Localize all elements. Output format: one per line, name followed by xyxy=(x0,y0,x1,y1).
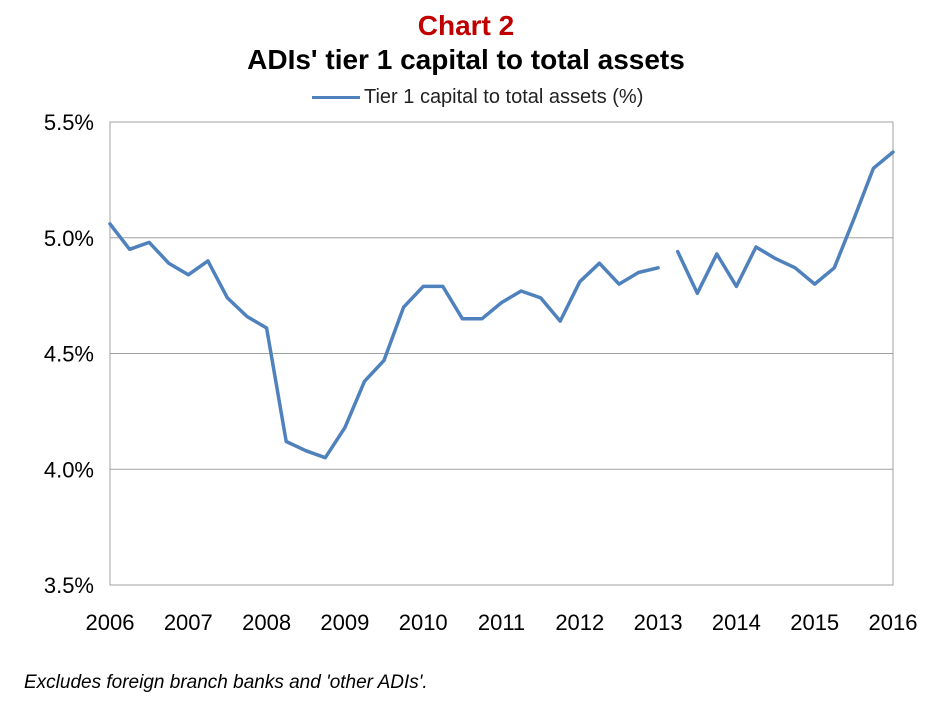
chart-title: ADIs' tier 1 capital to total assets xyxy=(247,44,685,75)
y-tick-label: 4.5% xyxy=(44,342,94,367)
y-tick-label: 5.0% xyxy=(44,226,94,251)
x-tick-label: 2014 xyxy=(712,610,761,635)
y-tick-label: 4.0% xyxy=(44,457,94,482)
legend: Tier 1 capital to total assets (%) xyxy=(312,86,643,109)
series-line xyxy=(108,222,660,460)
x-tick-label: 2015 xyxy=(790,610,839,635)
y-tick-label: 5.5% xyxy=(44,110,94,135)
x-tick-label: 2006 xyxy=(86,610,135,635)
series-line xyxy=(675,150,895,296)
line-chart: 3.5% 4.0% 4.5% 5.0% 5.5% 2006 2007 2008 2009 2010… xyxy=(44,110,918,635)
legend-line-swatch xyxy=(312,96,360,99)
x-tick-label: 2010 xyxy=(399,610,448,635)
x-tick-label: 2007 xyxy=(164,610,213,635)
x-tick-label: 2013 xyxy=(634,610,683,635)
x-tick-label: 2009 xyxy=(320,610,369,635)
x-tick-label: 2011 xyxy=(478,610,525,635)
x-tick-label: 2016 xyxy=(869,610,918,635)
chart-number-label: Chart 2 xyxy=(417,10,515,41)
x-tick-label: 2008 xyxy=(242,610,291,635)
legend-label: Tier 1 capital to total assets (%) xyxy=(364,86,644,108)
footnote: Excludes foreign branch banks and 'other… xyxy=(24,672,428,693)
x-tick-label: 2012 xyxy=(555,610,604,635)
y-tick-label: 3.5% xyxy=(44,573,94,598)
